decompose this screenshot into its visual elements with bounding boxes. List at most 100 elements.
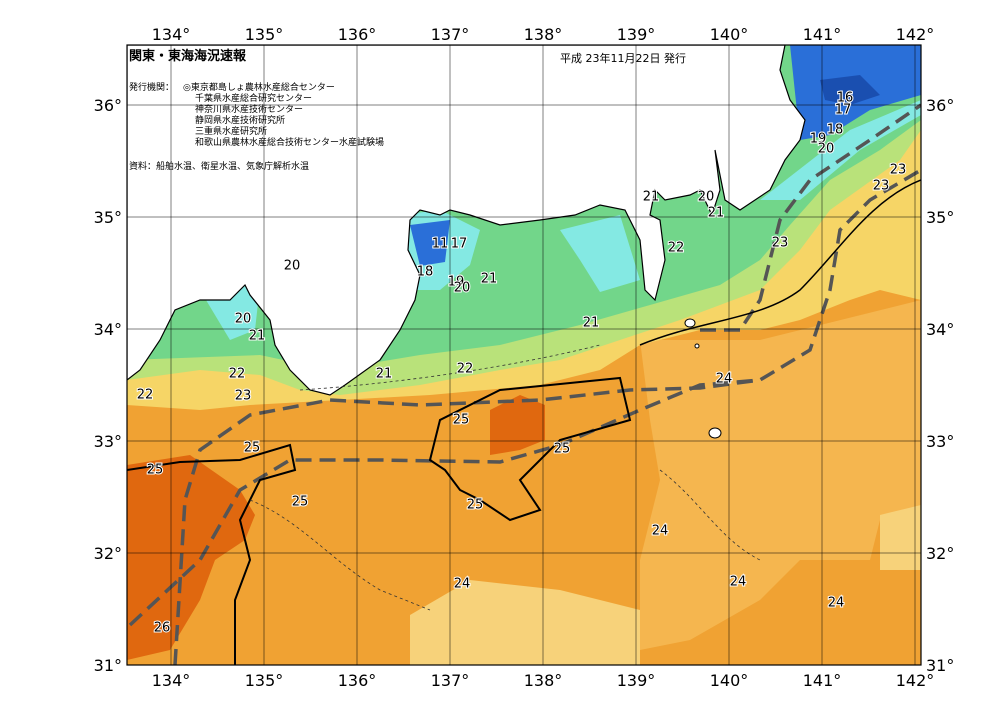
contour-label: 19 [810, 132, 827, 147]
lon-label: 135° [245, 671, 284, 690]
contour-label: 25 [453, 413, 470, 428]
contour-label: 17 [835, 103, 852, 118]
issuers: ◎東京都島しょ農林水産総合センター千葉県水産総合研究センター神奈川県水産技術セン… [183, 81, 384, 148]
sea-pale [880, 505, 921, 570]
issuer-name: 神奈川県水産技術センター [195, 103, 303, 115]
contour-label: 20 [454, 281, 471, 296]
issuers-label: 発行機関： [129, 81, 174, 93]
lon-label: 141° [803, 25, 842, 44]
contour-label: 20 [235, 312, 252, 327]
lat-label: 32° [926, 544, 954, 563]
issuer-name: 三重県水産研究所 [195, 125, 267, 137]
land [127, 45, 806, 396]
sea-hot [127, 455, 255, 660]
lat-label: 31° [926, 656, 954, 675]
contour-label: 24 [828, 596, 845, 611]
contour-label: 20 [284, 259, 301, 274]
contour-label: 23 [235, 389, 252, 404]
lat-label: 34° [926, 320, 954, 339]
issuer-name: 和歌山県農林水産総合技術センター水産試験場 [195, 136, 384, 148]
isotherm-minor [249, 344, 761, 611]
lon-label: 139° [617, 671, 656, 690]
contour-label: 25 [244, 441, 261, 456]
contour-label: 25 [147, 463, 164, 478]
current-edge [173, 103, 921, 665]
lon-label: 142° [896, 671, 935, 690]
contour-label: 24 [652, 524, 669, 539]
lon-label: 139° [617, 25, 656, 44]
lon-label: 136° [338, 671, 377, 690]
issue-date: 平成 23年11月22日 発行 [560, 51, 686, 65]
lon-label: 137° [431, 671, 470, 690]
contour-label: 11 [432, 237, 449, 252]
lat-label: 31° [94, 656, 122, 675]
island [708, 427, 722, 439]
contour-label: 24 [730, 575, 747, 590]
lat-label: 36° [926, 96, 954, 115]
contour-label: 18 [417, 265, 434, 280]
lat-label: 32° [94, 544, 122, 563]
lon-label: 136° [338, 25, 377, 44]
sea-blue [410, 45, 921, 266]
island [684, 318, 696, 328]
contour-label: 23 [890, 163, 907, 178]
contour-label: 21 [249, 329, 266, 344]
lon-label: 135° [245, 25, 284, 44]
lat-label: 34° [94, 320, 122, 339]
lon-label: 142° [896, 25, 935, 44]
contour-label: 20 [698, 190, 715, 205]
contour-label: 21 [643, 190, 660, 205]
title: 関東・東海海況速報 [129, 48, 247, 64]
contour-label: 22 [457, 362, 474, 377]
issuer-name: 静岡県水産技術研究所 [195, 114, 285, 126]
sea-pale [410, 580, 640, 665]
contour-label: 22 [137, 388, 154, 403]
contour-label: 21 [583, 316, 600, 331]
sea-deep-blue [820, 75, 880, 105]
contour-label: 25 [292, 495, 309, 510]
contour-label: 23 [772, 236, 789, 251]
contour-label: 25 [554, 442, 571, 457]
isotherm-23 [639, 179, 921, 346]
contour-label: 18 [827, 123, 844, 138]
graticule: 134° 134° 135° 135° 136° 136° 137° 137° 138° 138°… [94, 25, 955, 690]
contour-label: 21 [376, 367, 393, 382]
sea-temperature [127, 45, 921, 665]
contour-label: 21 [708, 206, 725, 221]
lon-label: 134° [152, 25, 191, 44]
lat-label: 36° [94, 96, 122, 115]
lon-label: 140° [710, 25, 749, 44]
lon-label: 138° [524, 25, 563, 44]
contour-label: 17 [451, 237, 468, 252]
lat-label: 35° [926, 208, 954, 227]
issuer-name: 千葉県水産総合研究センター [195, 92, 312, 104]
lat-label: 33° [94, 432, 122, 451]
contour-label: 26 [154, 621, 171, 636]
contour-label: 20 [818, 142, 835, 157]
lon-label: 140° [710, 671, 749, 690]
contour-label: 16 [837, 91, 854, 106]
isotherm-25 [127, 376, 632, 665]
contour-label: 25 [467, 498, 484, 513]
island [694, 343, 700, 349]
contour-label: 19 [448, 275, 465, 290]
sea-hot [490, 395, 545, 455]
lon-label: 134° [152, 671, 191, 690]
lon-label: 138° [524, 671, 563, 690]
contour-label: 22 [229, 367, 246, 382]
sea-light-orange [640, 300, 921, 650]
contour-label: 23 [873, 179, 890, 194]
data-source: 資料：船舶水温、衛星水温、気象庁解析水温 [129, 160, 309, 172]
lon-label: 141° [803, 671, 842, 690]
map-frame [126, 44, 922, 666]
contour-label: 22 [668, 241, 685, 256]
lat-label: 35° [94, 208, 122, 227]
lat-label: 33° [926, 432, 954, 451]
contour-label: 24 [454, 577, 471, 592]
current-axis [128, 168, 921, 627]
contour-label: 21 [481, 272, 498, 287]
contour-label: 24 [716, 372, 733, 387]
lon-label: 137° [431, 25, 470, 44]
